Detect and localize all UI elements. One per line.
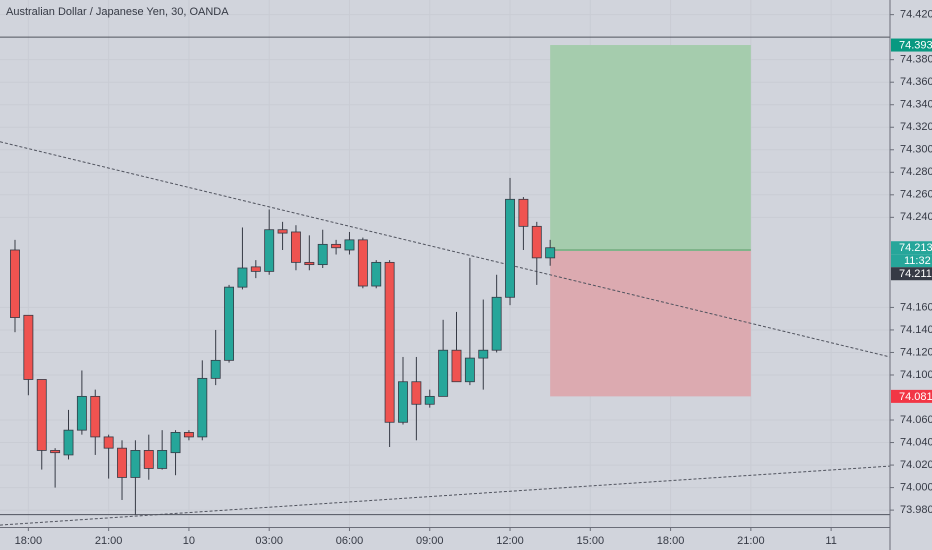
y-tick-label: 74.000 bbox=[900, 481, 932, 493]
candle-body bbox=[264, 229, 275, 272]
candle-body bbox=[371, 261, 382, 287]
y-tick-label: 74.420 bbox=[900, 9, 932, 21]
candle-body bbox=[424, 395, 435, 405]
candle-body bbox=[143, 450, 154, 469]
y-tick-label: 74.020 bbox=[900, 459, 932, 471]
price-badge bbox=[891, 389, 932, 403]
price-badge bbox=[891, 241, 932, 255]
candle-body bbox=[505, 198, 515, 298]
candle-body bbox=[438, 349, 449, 397]
candle-body bbox=[491, 296, 502, 351]
candle-body bbox=[398, 381, 408, 423]
candle-body bbox=[63, 429, 74, 456]
candle-body bbox=[317, 243, 328, 266]
x-tick-label: 06:00 bbox=[336, 535, 364, 547]
axes: 74.420 74.380 74.360 74.340 74.320 74.300 74.2… bbox=[15, 9, 932, 547]
x-tick-label: 09:00 bbox=[416, 535, 444, 547]
candle-body bbox=[210, 359, 221, 379]
candle-body bbox=[130, 450, 141, 478]
loss-zone bbox=[550, 249, 751, 397]
candle-body bbox=[331, 243, 342, 249]
y-tick-label: 74.280 bbox=[900, 166, 932, 178]
candle-body bbox=[103, 436, 114, 449]
candle-body bbox=[411, 381, 422, 405]
x-tick-label: 15:00 bbox=[577, 535, 605, 547]
price-badge bbox=[891, 267, 932, 281]
y-tick-label: 74.100 bbox=[900, 369, 932, 381]
y-tick-label: 74.240 bbox=[900, 211, 932, 223]
price-badge-label: 74.393 bbox=[899, 39, 932, 51]
candle-body bbox=[464, 357, 475, 383]
candle-body bbox=[117, 447, 127, 478]
candle-body bbox=[170, 432, 181, 454]
y-tick-label: 74.040 bbox=[900, 436, 932, 448]
candle-body bbox=[250, 266, 261, 272]
candle-body bbox=[224, 286, 235, 361]
y-tick-label: 73.980 bbox=[900, 504, 932, 516]
y-tick-label: 74.320 bbox=[900, 121, 932, 133]
price-badge-label: 74.081 bbox=[899, 391, 932, 403]
candle-body bbox=[531, 225, 542, 259]
y-tick-label: 74.300 bbox=[900, 144, 932, 156]
x-tick-label: 21:00 bbox=[737, 535, 765, 547]
candle-body bbox=[36, 379, 47, 451]
candle-body bbox=[50, 450, 61, 454]
candle-body bbox=[518, 198, 529, 227]
candle-body bbox=[384, 261, 395, 423]
candle-body bbox=[304, 261, 315, 266]
plot bbox=[0, 36, 891, 526]
x-tick-label: 21:00 bbox=[95, 535, 123, 547]
candle-body bbox=[291, 231, 301, 263]
chart-title: Australian Dollar / Japanese Yen, 30, OA… bbox=[6, 6, 229, 18]
candle-body bbox=[90, 395, 101, 438]
candle-body bbox=[76, 395, 87, 431]
candle-body bbox=[23, 314, 34, 380]
x-tick-label: 12:00 bbox=[496, 535, 524, 547]
countdown-label: 11:32 bbox=[904, 255, 931, 267]
x-tick-label: 18:00 bbox=[15, 535, 43, 547]
candle-body bbox=[277, 229, 288, 234]
y-tick-label: 74.060 bbox=[900, 414, 932, 426]
candle-body bbox=[157, 450, 168, 469]
trendline bbox=[0, 465, 891, 526]
candle-body bbox=[10, 249, 20, 318]
x-tick-label: 11 bbox=[825, 535, 836, 547]
candle-body bbox=[545, 247, 556, 259]
candle-body bbox=[451, 349, 462, 383]
x-tick-label: 03:00 bbox=[255, 535, 283, 547]
candle-body bbox=[197, 377, 208, 438]
y-tick-label: 74.120 bbox=[900, 346, 932, 358]
countdown-badge bbox=[891, 254, 932, 268]
y-tick-label: 74.160 bbox=[900, 301, 932, 313]
profit-zone bbox=[550, 45, 751, 250]
candle-body bbox=[357, 239, 368, 287]
y-tick-label: 74.380 bbox=[900, 54, 932, 66]
y-tick-label: 74.340 bbox=[900, 99, 932, 111]
candle-body bbox=[183, 432, 194, 438]
price-badge-label: 74.213 bbox=[899, 242, 932, 254]
y-tick-label: 74.260 bbox=[900, 189, 932, 201]
y-tick-label: 74.360 bbox=[900, 76, 932, 88]
x-tick-label: 18:00 bbox=[657, 535, 685, 547]
trendline bbox=[0, 141, 891, 358]
price-badge bbox=[891, 38, 932, 52]
price-badge-label: 74.211 bbox=[899, 268, 932, 280]
candle-body bbox=[478, 349, 489, 359]
candle-body bbox=[344, 239, 355, 251]
x-tick-label: 10 bbox=[183, 535, 195, 547]
y-tick-label: 74.140 bbox=[900, 324, 932, 336]
candle-body bbox=[237, 267, 248, 288]
